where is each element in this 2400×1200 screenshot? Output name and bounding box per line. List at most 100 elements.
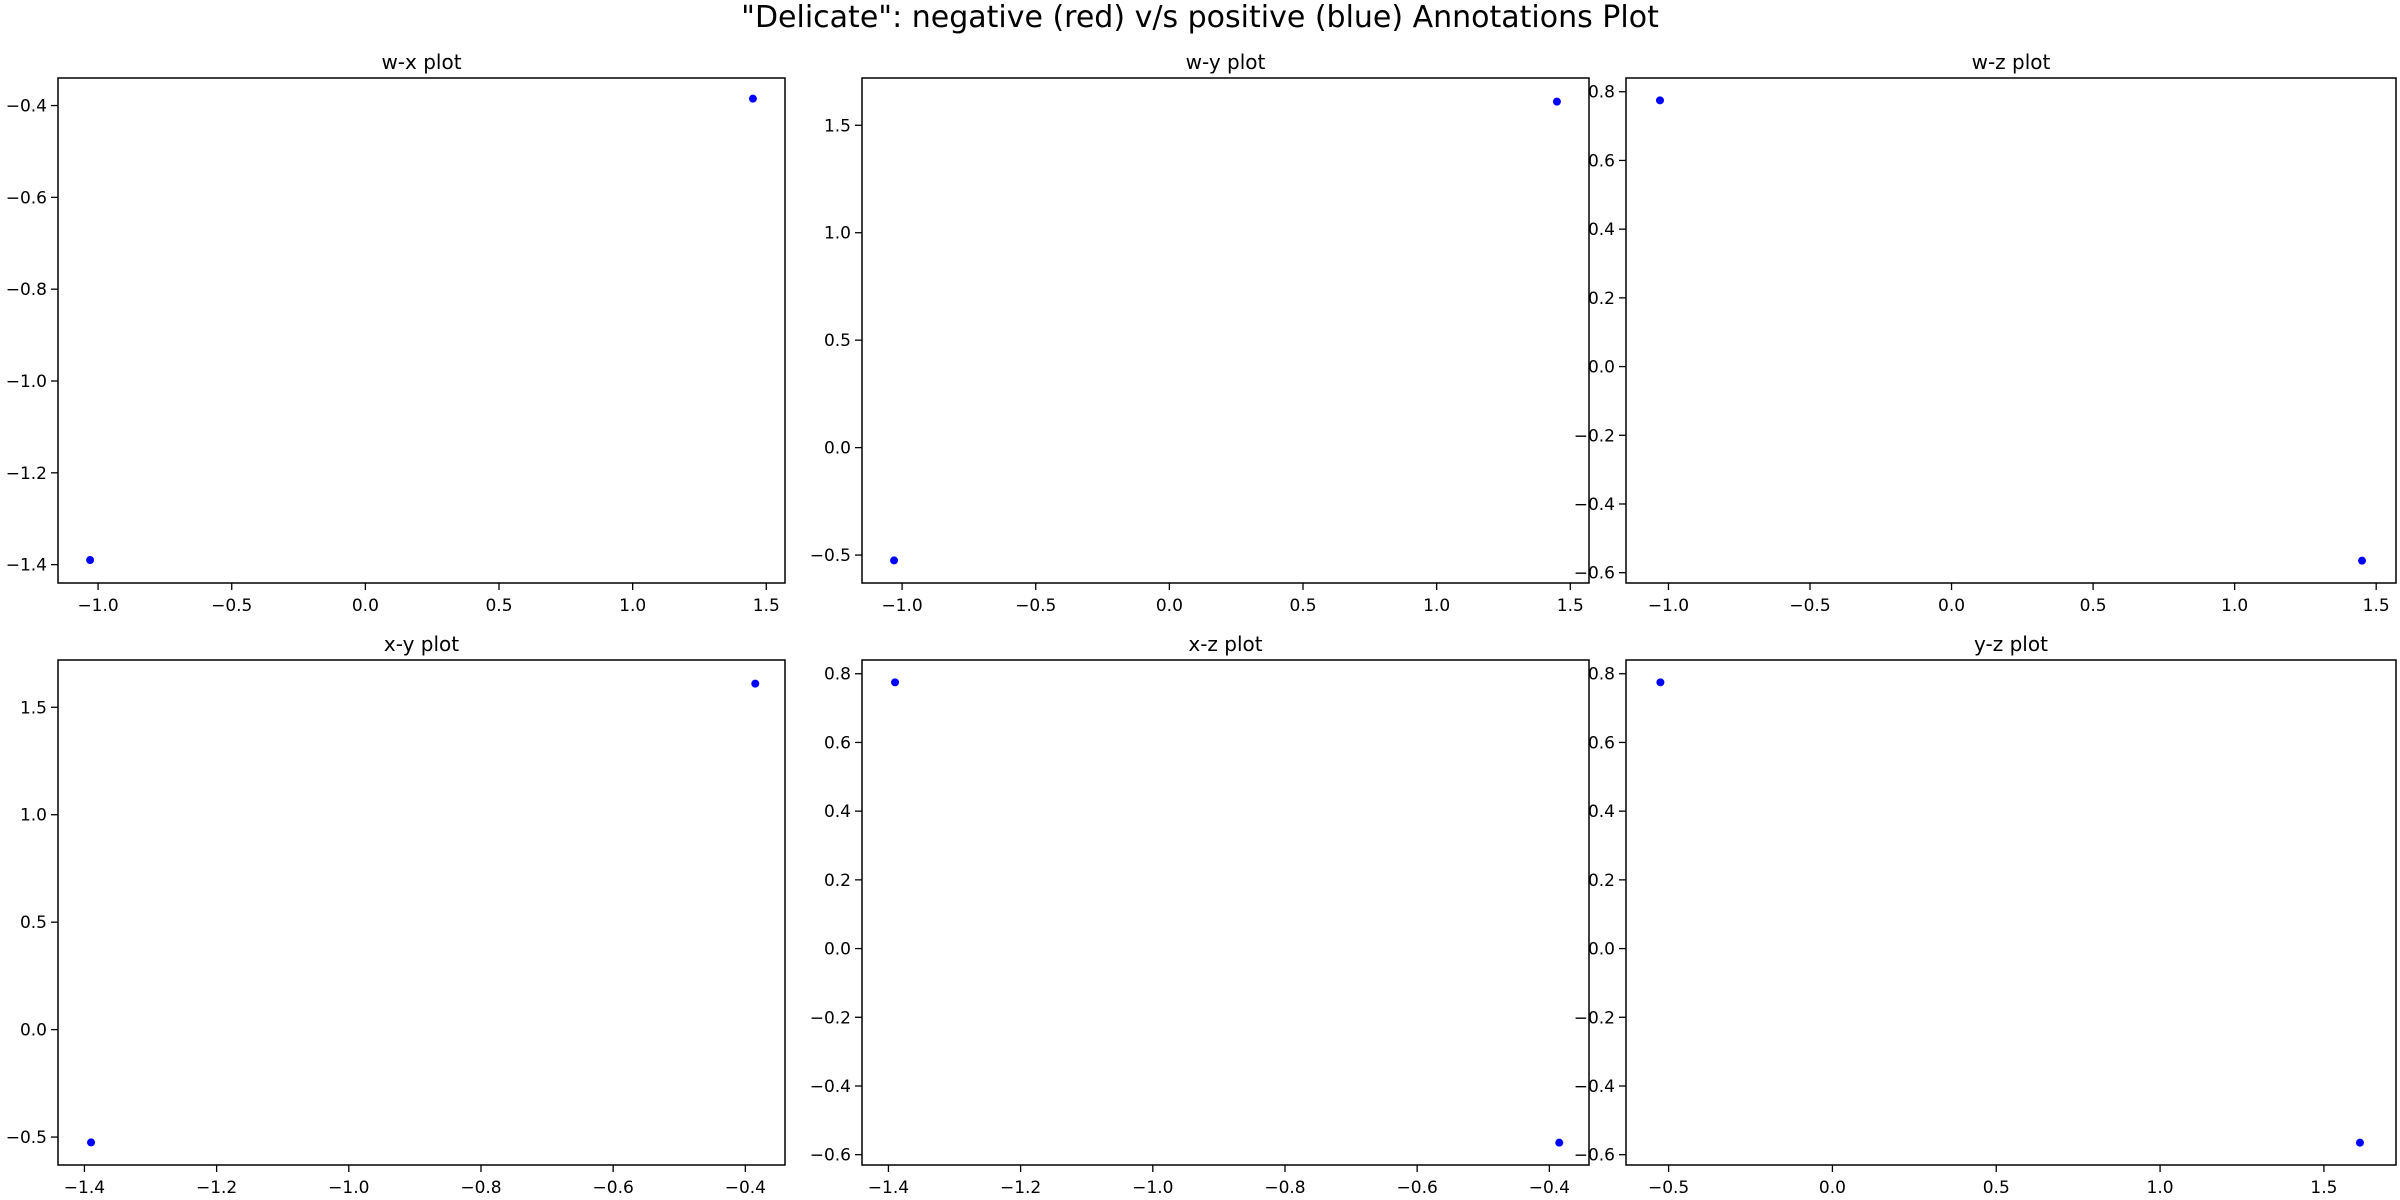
x-tick-label: 0.0 (352, 596, 379, 616)
x-tick-label: −0.4 (1529, 1178, 1570, 1198)
y-tick-label: 1.5 (20, 698, 47, 718)
y-tick-label: 0.6 (1588, 151, 1615, 171)
x-tick-label: 0.0 (1938, 596, 1965, 616)
y-tick-label: 0.2 (824, 871, 851, 891)
x-tick-label: 1.0 (2147, 1178, 2174, 1198)
x-tick-label: −1.4 (868, 1178, 909, 1198)
x-tick-label: 0.5 (1983, 1178, 2010, 1198)
y-tick-label: 0.0 (824, 940, 851, 960)
x-tick-label: 0.0 (1156, 596, 1183, 616)
y-tick-label: −0.6 (810, 1146, 851, 1166)
y-tick-label: −0.5 (6, 1128, 47, 1148)
y-tick-label: −0.6 (6, 188, 47, 208)
subplot-title: x-z plot (1188, 632, 1262, 656)
y-tick-label: 0.2 (1588, 289, 1615, 309)
x-tick-label: −1.0 (1648, 596, 1689, 616)
y-tick-label: −0.6 (1574, 564, 1615, 584)
y-tick-label: 0.0 (824, 439, 851, 459)
data-point-positive (751, 679, 760, 688)
axes-frame (1625, 659, 2397, 1166)
x-tick-label: −0.5 (1015, 596, 1056, 616)
x-tick-label: −0.6 (593, 1178, 634, 1198)
y-tick-label: 0.5 (20, 913, 47, 933)
y-tick-label: 0.2 (1588, 871, 1615, 891)
data-point-positive (86, 556, 95, 565)
x-tick-label: −0.5 (1648, 1178, 1689, 1198)
figure-title: "Delicate": negative (red) v/s positive … (741, 0, 1659, 35)
y-tick-label: −0.4 (1574, 1077, 1615, 1097)
subplot-w-y-plot: w-y plot −1.0 −0.5 0.0 0.5 1.0 1.5 −0.5 0.0 0.5 1.… (810, 50, 1590, 616)
data-point-positive (1656, 678, 1665, 687)
y-tick-label: −1.0 (6, 372, 47, 392)
x-tick-label: −0.6 (1397, 1178, 1438, 1198)
subplot-y-z-plot: y-z plot −0.5 0.0 0.5 1.0 1.5 −0.6 −0.4 −0.2 0.0 0… (1574, 632, 2397, 1198)
x-tick-label: −0.5 (211, 596, 252, 616)
y-tick-label: −0.4 (810, 1077, 851, 1097)
x-tick-label: 0.0 (1819, 1178, 1846, 1198)
x-tick-label: −1.0 (1132, 1178, 1173, 1198)
subplot-title: w-x plot (381, 50, 461, 74)
y-tick-label: −0.2 (1574, 1008, 1615, 1028)
data-point-positive (1552, 97, 1561, 106)
subplot-title: y-z plot (1974, 632, 2048, 656)
y-tick-label: −0.6 (1574, 1146, 1615, 1166)
x-tick-label: 1.5 (1557, 596, 1584, 616)
x-tick-label: −1.4 (64, 1178, 105, 1198)
y-tick-label: −0.5 (810, 546, 851, 566)
y-tick-label: 0.8 (1588, 665, 1615, 685)
y-tick-label: −0.4 (1574, 495, 1615, 515)
x-tick-label: −0.5 (1789, 596, 1830, 616)
y-tick-label: 0.8 (1588, 83, 1615, 103)
y-tick-label: −0.4 (6, 97, 47, 117)
y-tick-label: 0.4 (824, 802, 851, 822)
data-point-positive (2358, 556, 2367, 565)
subplot-title: w-y plot (1186, 50, 1266, 74)
y-tick-label: 0.0 (1588, 940, 1615, 960)
data-point-positive (748, 94, 757, 103)
x-tick-label: −0.8 (1264, 1178, 1305, 1198)
x-tick-label: 1.5 (2310, 1178, 2337, 1198)
y-tick-label: 1.0 (20, 806, 47, 826)
y-tick-label: 0.0 (1588, 358, 1615, 378)
data-point-positive (1555, 1138, 1564, 1147)
y-tick-label: 1.5 (824, 116, 851, 136)
y-tick-label: 0.4 (1588, 220, 1615, 240)
x-tick-label: 1.5 (753, 596, 780, 616)
y-tick-label: 0.5 (824, 331, 851, 351)
y-tick-label: −1.4 (6, 556, 47, 576)
subplot-x-z-plot: x-z plot −1.4 −1.2 −1.0 −0.8 −0.6 −0.4 −0.6 −0.4… (810, 632, 1590, 1198)
x-tick-label: 0.5 (485, 596, 512, 616)
x-tick-label: −0.4 (725, 1178, 766, 1198)
x-tick-label: −1.2 (1000, 1178, 1041, 1198)
x-tick-label: 1.0 (619, 596, 646, 616)
x-tick-label: 0.5 (2080, 596, 2107, 616)
y-tick-label: −0.2 (810, 1008, 851, 1028)
axes-frame (861, 659, 1590, 1166)
subplot-w-z-plot: w-z plot −1.0 −0.5 0.0 0.5 1.0 1.5 −0.6 −0.4 −0.2… (1574, 50, 2397, 616)
axes-frame (57, 659, 786, 1166)
x-tick-label: −1.0 (77, 596, 118, 616)
subplot-w-x-plot: w-x plot −1.0 −0.5 0.0 0.5 1.0 1.5 −1.4 −1.2 −1.0… (6, 50, 786, 616)
y-tick-label: −0.8 (6, 280, 47, 300)
x-tick-label: 1.0 (2221, 596, 2248, 616)
subplot-title: w-z plot (1972, 50, 2051, 74)
y-tick-label: 0.6 (1588, 733, 1615, 753)
subplot-x-y-plot: x-y plot −1.4 −1.2 −1.0 −0.8 −0.6 −0.4 −0.5 0.0 0… (6, 632, 786, 1198)
subplot-title: x-y plot (384, 632, 459, 656)
axes-frame (1625, 77, 2397, 584)
x-tick-label: 1.5 (2363, 596, 2390, 616)
axes-frame (861, 77, 1590, 584)
y-tick-label: 1.0 (824, 224, 851, 244)
y-tick-label: −1.2 (6, 464, 47, 484)
y-tick-label: −0.2 (1574, 426, 1615, 446)
axes-frame (57, 77, 786, 584)
x-tick-label: −1.0 (328, 1178, 369, 1198)
y-tick-label: 0.6 (824, 733, 851, 753)
x-tick-label: −0.8 (460, 1178, 501, 1198)
data-point-positive (87, 1138, 96, 1147)
x-tick-label: 0.5 (1289, 596, 1316, 616)
data-point-positive (890, 556, 899, 565)
y-tick-label: 0.4 (1588, 802, 1615, 822)
